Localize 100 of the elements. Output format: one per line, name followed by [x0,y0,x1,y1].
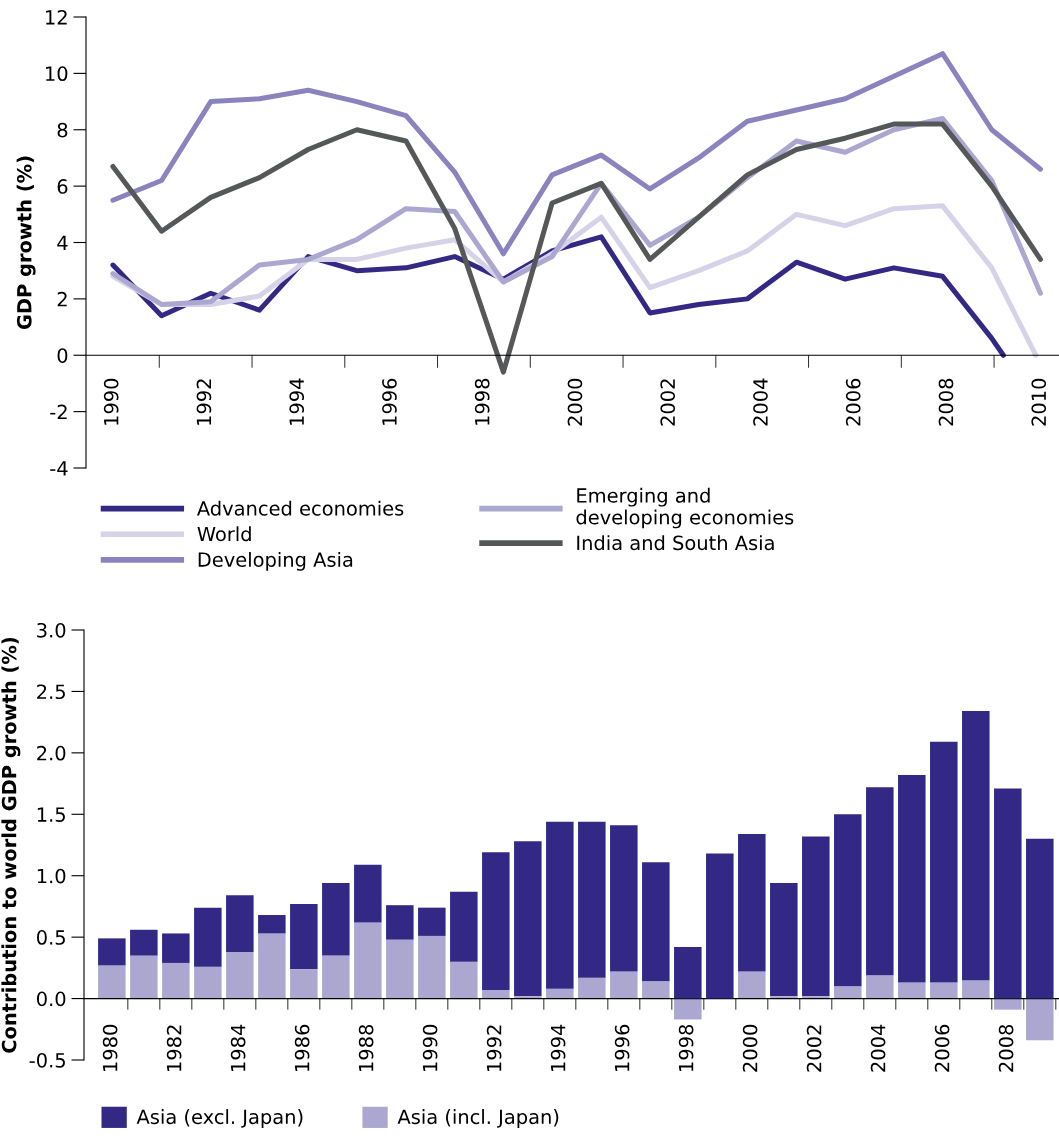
y-tick-label: 2.0 [37,745,66,761]
x-tick-label: 2008 [938,378,954,426]
x-tick-label: 1994 [289,378,305,425]
legend-label: Emerging and developing economies [576,487,794,529]
x-tick-label: 1992 [196,379,212,425]
y-tick-label: 12 [46,9,67,25]
x-tick-label: 1988 [358,1024,374,1071]
bar [930,982,958,999]
y-axis-title: Contribution to world GDP growth (%) [1,637,21,1053]
bar [642,981,670,999]
y-axis-title: GDP growth (%) [16,156,36,330]
bar [738,971,766,999]
legend-label: Developing Asia [198,551,353,571]
bar [994,788,1022,999]
y-tick-label: -0.5 [29,1052,65,1068]
bar [130,929,158,956]
legend-label: Advanced economies [196,500,404,516]
y-tick-label: 6 [57,179,68,194]
y-tick-label: 8 [57,122,68,138]
bar [194,966,222,999]
x-tick-label: 2004 [870,1024,886,1072]
y-tick-label: 0.0 [37,991,66,1007]
x-tick-label: 1986 [294,1024,310,1071]
bar [770,883,798,997]
bar [450,891,478,962]
bar [994,998,1022,1010]
bar [322,955,350,999]
bar [1026,998,1054,1041]
y-tick-label: 3.0 [37,622,66,638]
x-tick-label: 1994 [550,1024,566,1071]
bar [258,933,286,999]
x-tick-label: 1996 [614,1024,630,1071]
x-tick-label: 2004 [753,378,768,426]
x-tick-label: 1992 [486,1025,502,1071]
y-tick-label: 1.0 [37,868,66,884]
bar [162,962,190,999]
bar [898,774,926,983]
bar [674,946,702,999]
legend-label: Asia (incl. Japan) [397,1109,559,1128]
y-tick-label: 10 [46,66,68,82]
bar [866,975,894,999]
bar [546,988,574,999]
legend-label: Asia (excl. Japan) [136,1109,303,1128]
bar [930,741,958,983]
y-tick-label: 2.5 [37,684,65,700]
bar [482,852,510,990]
bar [290,969,318,999]
legend-label: India and South Asia [577,535,774,551]
bar [706,853,734,999]
x-tick-label: 1990 [103,378,119,425]
bar [610,971,638,999]
x-tick-label: 1998 [678,1024,694,1071]
bar [1026,838,1054,999]
x-tick-label: 2000 [567,378,583,426]
bar [482,989,510,999]
x-tick-label: 1998 [474,378,490,425]
bar [674,998,702,1020]
bar [962,711,990,981]
bar [610,825,638,972]
bar [418,935,446,999]
bar [834,814,862,987]
x-tick-label: 2008 [998,1024,1014,1072]
bar [642,862,670,982]
bar [386,905,414,940]
x-tick-label: 2000 [742,1024,758,1072]
bar [418,907,446,936]
bar [738,833,766,972]
x-tick-label: 2006 [845,378,861,426]
bar [354,864,382,923]
bar [578,821,606,978]
bar [802,836,830,997]
bar [162,933,190,963]
y-tick-label: 1.5 [37,807,65,822]
y-tick-label: 0 [57,348,68,363]
legend-label: World [197,526,251,542]
bar [450,961,478,999]
x-tick-label: 1980 [102,1024,118,1071]
bar [98,965,126,999]
bar [898,982,926,999]
bar [258,915,286,934]
x-tick-label: 2002 [806,1025,822,1072]
x-tick-label: 1982 [166,1025,182,1071]
y-tick-label: -4 [50,461,68,476]
bar [322,883,350,956]
bar [514,841,542,997]
y-tick-label: 0.5 [37,930,65,945]
y-tick-label: -2 [50,404,67,420]
bar [578,977,606,999]
x-tick-label: 2006 [934,1024,950,1072]
bar [130,955,158,999]
bar [290,903,318,970]
bar [866,787,894,976]
x-tick-label: 1984 [230,1024,246,1071]
y-tick-label: 4 [57,235,68,250]
x-tick-label: 1990 [422,1024,438,1071]
bar [546,821,574,989]
bar [962,980,990,999]
bar [98,938,126,966]
bar [834,986,862,999]
bar [226,895,254,952]
